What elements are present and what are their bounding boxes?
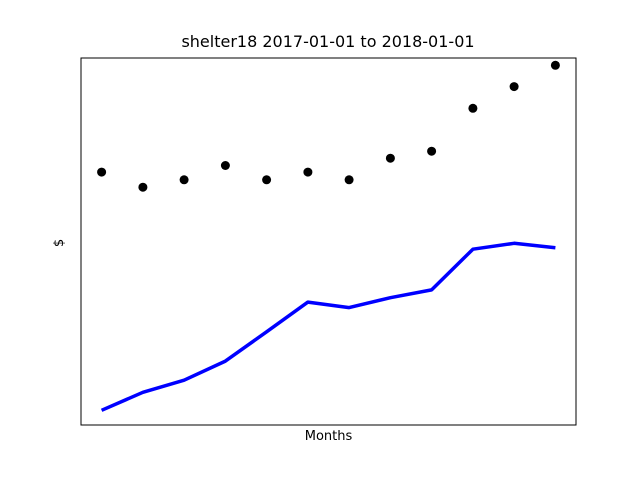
scatter-point-12 (550, 60, 560, 70)
x-axis-label: Months (304, 429, 353, 444)
series-layer (97, 60, 560, 412)
scatter-point-7 (344, 175, 354, 185)
scatter-point-5 (262, 175, 272, 185)
scatter-point-11 (509, 82, 519, 92)
series-line-2 (100, 241, 556, 412)
scatter-point-3 (179, 175, 189, 185)
scatter-point-4 (220, 161, 230, 170)
scatter-point-2 (138, 182, 148, 192)
scatter-point-10 (468, 103, 478, 113)
chart-title: shelter18 2017-01-01 to 2018-01-01 (181, 32, 475, 51)
scatter-point-6 (303, 167, 313, 177)
y-axis-label: $ (52, 238, 67, 248)
scatter-point-1 (97, 167, 107, 177)
scatter-point-8 (385, 153, 395, 163)
scatter-point-9 (427, 146, 437, 156)
plot-area-frame (80, 57, 577, 426)
